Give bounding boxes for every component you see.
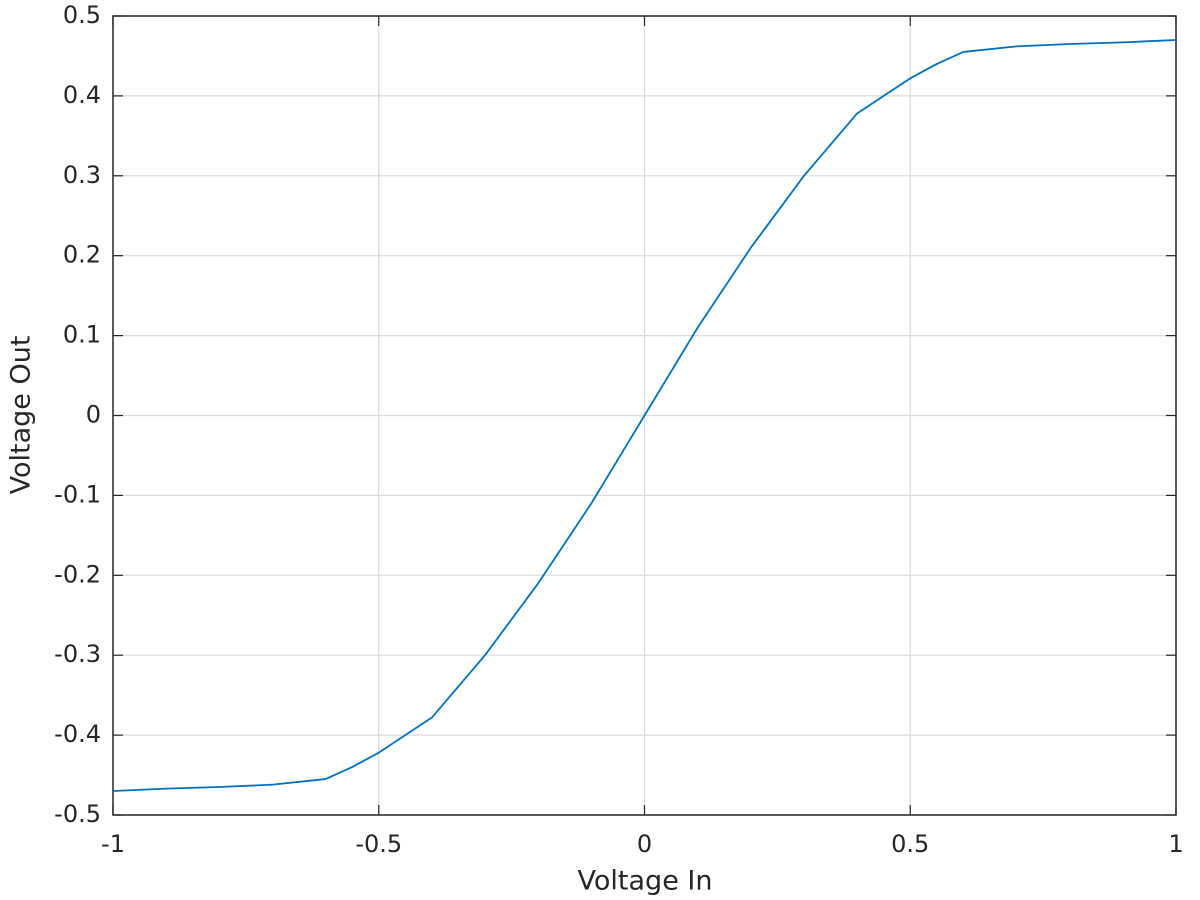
y-tick-label: -0.3 [54, 640, 101, 668]
x-tick-label: 0 [637, 830, 652, 858]
x-tick-label: 1 [1168, 830, 1183, 858]
y-tick-label: -0.2 [54, 560, 101, 588]
y-tick-label: 0.2 [63, 241, 101, 269]
y-tick-label: 0 [86, 401, 101, 429]
y-axis-label: Voltage Out [6, 336, 37, 495]
y-tick-label: -0.4 [54, 720, 101, 748]
x-tick-label: -0.5 [355, 830, 402, 858]
data-line [112, 39, 1177, 792]
axes-box [112, 15, 1177, 816]
x-axis-label: Voltage In [578, 866, 713, 897]
y-tick-label: -0.5 [54, 800, 101, 828]
x-tick-label: -1 [101, 830, 125, 858]
y-tick-label: 0.4 [63, 81, 101, 109]
x-tick-label: 0.5 [891, 830, 929, 858]
y-tick-label: -0.1 [54, 480, 101, 508]
y-tick-label: 0.5 [63, 1, 101, 29]
y-tick-label: 0.1 [63, 321, 101, 349]
y-tick-label: 0.3 [63, 161, 101, 189]
